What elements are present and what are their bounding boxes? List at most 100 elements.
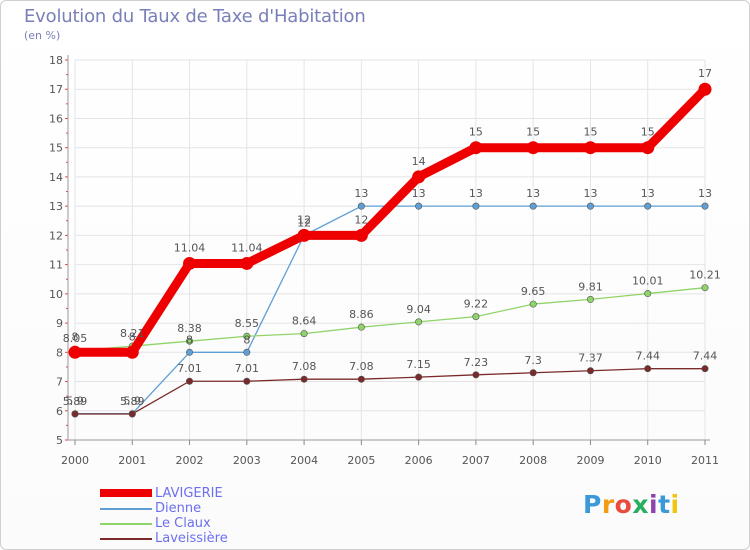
- x-tick-label: 2003: [233, 454, 261, 467]
- data-label-le-claux: 9.04: [406, 303, 431, 316]
- data-label-lavigerie: 11.04: [174, 241, 206, 254]
- x-tick-label: 2004: [290, 454, 318, 467]
- data-label-lavigerie: 15: [469, 126, 483, 139]
- data-label-dienne: 8: [186, 333, 193, 346]
- data-label-laveissi-re: 5.89: [63, 395, 88, 408]
- data-label-laveissi-re: 7.37: [578, 352, 603, 365]
- data-label-dienne: 13: [354, 187, 368, 200]
- y-tick-label: 13: [49, 200, 63, 213]
- data-label-laveissi-re: 7.08: [292, 360, 317, 373]
- y-tick-label: 12: [49, 229, 63, 242]
- legend-swatch-laveissiere: [100, 538, 152, 540]
- logo-letter: i: [649, 490, 659, 519]
- data-label-dienne: 13: [469, 187, 483, 200]
- data-label-le-claux: 8.05: [63, 332, 88, 345]
- x-tick-label: 2005: [347, 454, 375, 467]
- data-label-le-claux: 8.21: [120, 327, 145, 340]
- y-tick-label: 9: [56, 317, 63, 330]
- data-point-laveissi-re: [357, 375, 365, 383]
- data-label-dienne: 13: [583, 187, 597, 200]
- data-point-le-claux: [243, 332, 251, 340]
- data-point-lavigerie: [68, 345, 82, 359]
- data-label-lavigerie: 15: [526, 126, 540, 139]
- data-point-dienne: [186, 348, 194, 356]
- data-point-laveissi-re: [243, 377, 251, 385]
- y-tick-label: 17: [49, 83, 63, 96]
- data-label-lavigerie: 8: [129, 330, 136, 343]
- x-tick-label: 2006: [405, 454, 433, 467]
- data-point-le-claux: [357, 323, 365, 331]
- data-label-dienne: 5.9: [124, 395, 142, 408]
- legend-item-laveissiere: Laveissière: [100, 531, 300, 546]
- data-point-dienne: [472, 202, 480, 210]
- data-label-dienne: 13: [698, 187, 712, 200]
- data-point-lavigerie: [698, 82, 712, 96]
- data-label-le-claux: 8.55: [235, 317, 260, 330]
- data-label-laveissi-re: 7.15: [406, 358, 431, 371]
- logo-letter: P: [583, 490, 602, 519]
- data-point-laveissi-re: [644, 365, 652, 373]
- data-point-laveissi-re: [128, 410, 136, 418]
- legend-label-lavigerie: LAVIGERIE: [155, 486, 223, 501]
- data-point-laveissi-re: [472, 371, 480, 379]
- data-point-lavigerie: [183, 256, 197, 270]
- data-label-le-claux: 9.65: [521, 285, 546, 298]
- series-line-laveissi-re: [74, 368, 706, 415]
- data-point-le-claux: [300, 330, 308, 338]
- data-point-le-claux: [529, 300, 537, 308]
- data-point-le-claux: [186, 337, 194, 345]
- proxiti-logo: Proxiti: [583, 490, 680, 519]
- data-label-laveissi-re: 7.01: [235, 362, 260, 375]
- y-tick-label: 15: [49, 142, 63, 155]
- y-tick-label: 8: [56, 346, 63, 359]
- data-point-dienne: [644, 202, 652, 210]
- data-label-le-claux: 8.86: [349, 308, 374, 321]
- data-point-le-claux: [644, 290, 652, 298]
- data-label-le-claux: 9.22: [464, 298, 489, 311]
- legend-label-laveissiere: Laveissière: [155, 531, 228, 546]
- legend: LAVIGERIE Dienne Le Claux Laveissière: [100, 486, 300, 546]
- data-label-lavigerie: 8: [72, 330, 79, 343]
- y-tick-label: 14: [49, 171, 63, 184]
- data-label-lavigerie: 17: [698, 67, 712, 80]
- data-point-laveissi-re: [586, 367, 594, 375]
- data-point-laveissi-re: [300, 375, 308, 383]
- x-tick-label: 2011: [691, 454, 719, 467]
- data-point-dienne: [529, 202, 537, 210]
- logo-letter: x: [632, 490, 649, 519]
- data-point-laveissi-re: [71, 410, 79, 418]
- series-line-dienne: [74, 205, 706, 415]
- data-label-lavigerie: 12: [354, 213, 368, 226]
- data-point-lavigerie: [354, 228, 368, 242]
- data-label-dienne: 8: [243, 333, 250, 346]
- data-point-lavigerie: [297, 228, 311, 242]
- y-tick-label: 11: [49, 259, 63, 272]
- legend-item-lavigerie: LAVIGERIE: [100, 486, 300, 501]
- legend-item-le-claux: Le Claux: [100, 516, 300, 531]
- x-tick-label: 2009: [576, 454, 604, 467]
- data-label-dienne: 12: [297, 216, 311, 229]
- y-tick-label: 5: [56, 434, 63, 447]
- x-tick-label: 2000: [61, 454, 89, 467]
- data-point-laveissi-re: [415, 373, 423, 381]
- data-label-le-claux: 8.38: [177, 322, 202, 335]
- data-label-le-claux: 9.81: [578, 280, 603, 293]
- chart-subtitle: (en %): [24, 29, 61, 42]
- data-point-laveissi-re: [529, 369, 537, 377]
- data-label-laveissi-re: 7.3: [524, 354, 542, 367]
- data-point-dienne: [243, 348, 251, 356]
- logo-letter: o: [614, 490, 633, 519]
- x-tick-label: 2010: [634, 454, 662, 467]
- data-label-laveissi-re: 7.08: [349, 360, 374, 373]
- legend-label-le-claux: Le Claux: [155, 516, 211, 531]
- data-point-lavigerie: [125, 345, 139, 359]
- data-label-laveissi-re: 7.01: [177, 362, 202, 375]
- data-label-lavigerie: 15: [583, 126, 597, 139]
- logo-letter: i: [670, 490, 680, 519]
- data-point-lavigerie: [469, 141, 483, 155]
- data-point-le-claux: [701, 284, 709, 292]
- data-point-lavigerie: [240, 256, 254, 270]
- data-label-le-claux: 8.64: [292, 315, 317, 328]
- data-label-dienne: 13: [641, 187, 655, 200]
